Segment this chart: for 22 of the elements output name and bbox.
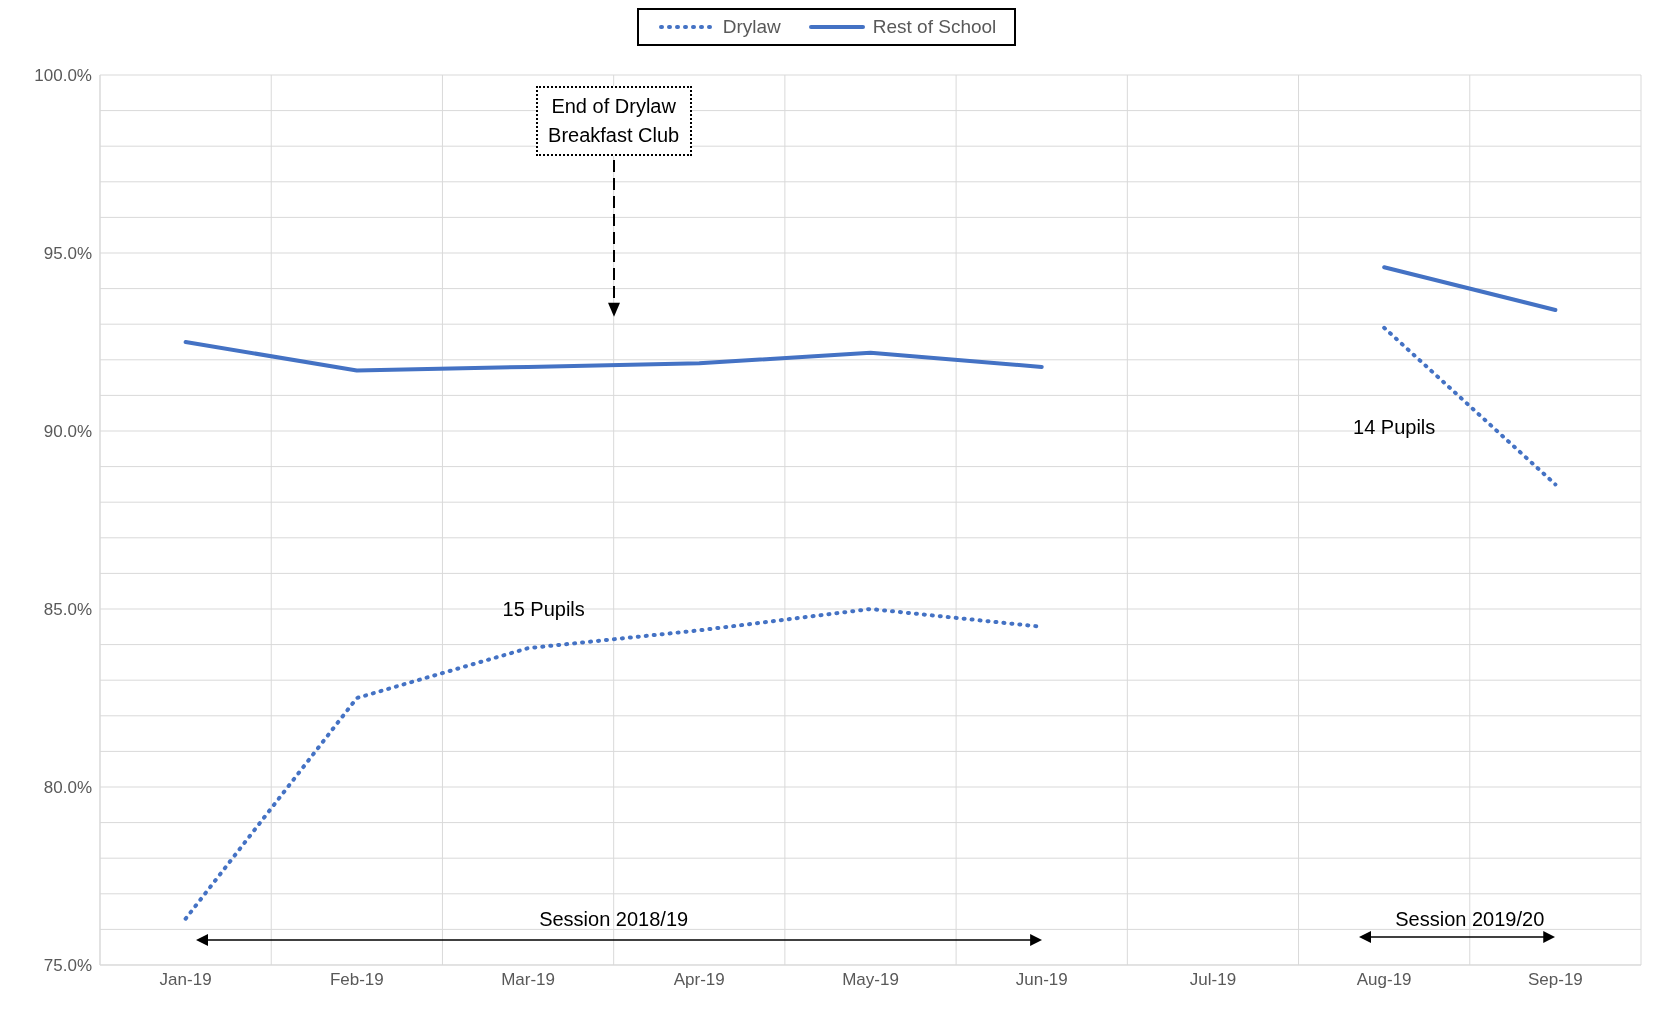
y-tick-label: 95.0% [43,244,92,264]
y-tick-label: 80.0% [43,778,92,798]
y-tick-label: 85.0% [43,600,92,620]
x-tick-label: Feb-19 [329,970,384,990]
y-tick-label: 90.0% [43,422,92,442]
annotation: Session 2018/19 [539,907,689,931]
x-tick-label: Jun-19 [1015,970,1068,990]
legend-label: Rest of School [871,16,997,38]
x-tick-label: Apr-19 [673,970,725,990]
annotation: Session 2019/20 [1395,907,1545,931]
annotation: 14 Pupils [1353,415,1436,439]
x-tick-label: May-19 [842,970,899,990]
x-tick-label: Sep-19 [1527,970,1583,990]
x-tick-label: Aug-19 [1356,970,1412,990]
y-tick-label: 75.0% [43,956,92,976]
legend-label: Drylaw [721,16,781,38]
annotation: End of Drylaw Breakfast Club [535,86,692,157]
x-tick-label: Jan-19 [159,970,212,990]
x-tick-label: Mar-19 [501,970,555,990]
x-tick-label: Jul-19 [1189,970,1237,990]
annotation: 15 Pupils [502,597,585,621]
y-tick-label: 100.0% [34,66,92,86]
